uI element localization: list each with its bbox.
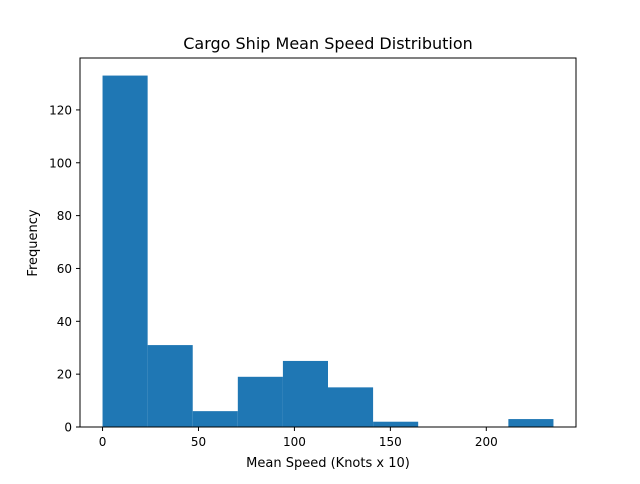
histogram-bar-2 bbox=[147, 345, 193, 427]
x-tick-label: 100 bbox=[283, 435, 306, 449]
y-axis-label: Frequency bbox=[26, 209, 41, 276]
x-axis-label: Mean Speed (Knots x 10) bbox=[246, 456, 410, 471]
x-tick-label: 50 bbox=[191, 435, 206, 449]
x-tick-label: 200 bbox=[475, 435, 498, 449]
y-tick-label: 80 bbox=[57, 209, 72, 223]
y-tick-label: 40 bbox=[57, 315, 72, 329]
x-ticks-group: 0 50 100 150 200 bbox=[99, 427, 498, 449]
histogram-bar-10 bbox=[508, 419, 554, 427]
y-tick-label: 60 bbox=[57, 262, 72, 276]
y-tick-label: 0 bbox=[64, 421, 72, 435]
chart-title: Cargo Ship Mean Speed Distribution bbox=[183, 34, 473, 53]
histogram-bar-3 bbox=[192, 411, 238, 427]
histogram-bar-6 bbox=[328, 387, 374, 427]
bars-group bbox=[102, 75, 554, 428]
y-ticks-group: 0 20 40 60 80 100 120 bbox=[49, 103, 80, 435]
x-tick-label: 150 bbox=[379, 435, 402, 449]
histogram-bar-4 bbox=[237, 376, 283, 427]
y-tick-label: 120 bbox=[49, 103, 72, 117]
y-tick-label: 100 bbox=[49, 156, 72, 170]
histogram-bar-7 bbox=[373, 421, 419, 427]
y-tick-label: 20 bbox=[57, 368, 72, 382]
x-tick-label: 0 bbox=[99, 435, 107, 449]
histogram-bar-1 bbox=[102, 75, 148, 428]
plot-area-frame bbox=[79, 57, 577, 428]
histogram-bar-5 bbox=[282, 360, 328, 427]
